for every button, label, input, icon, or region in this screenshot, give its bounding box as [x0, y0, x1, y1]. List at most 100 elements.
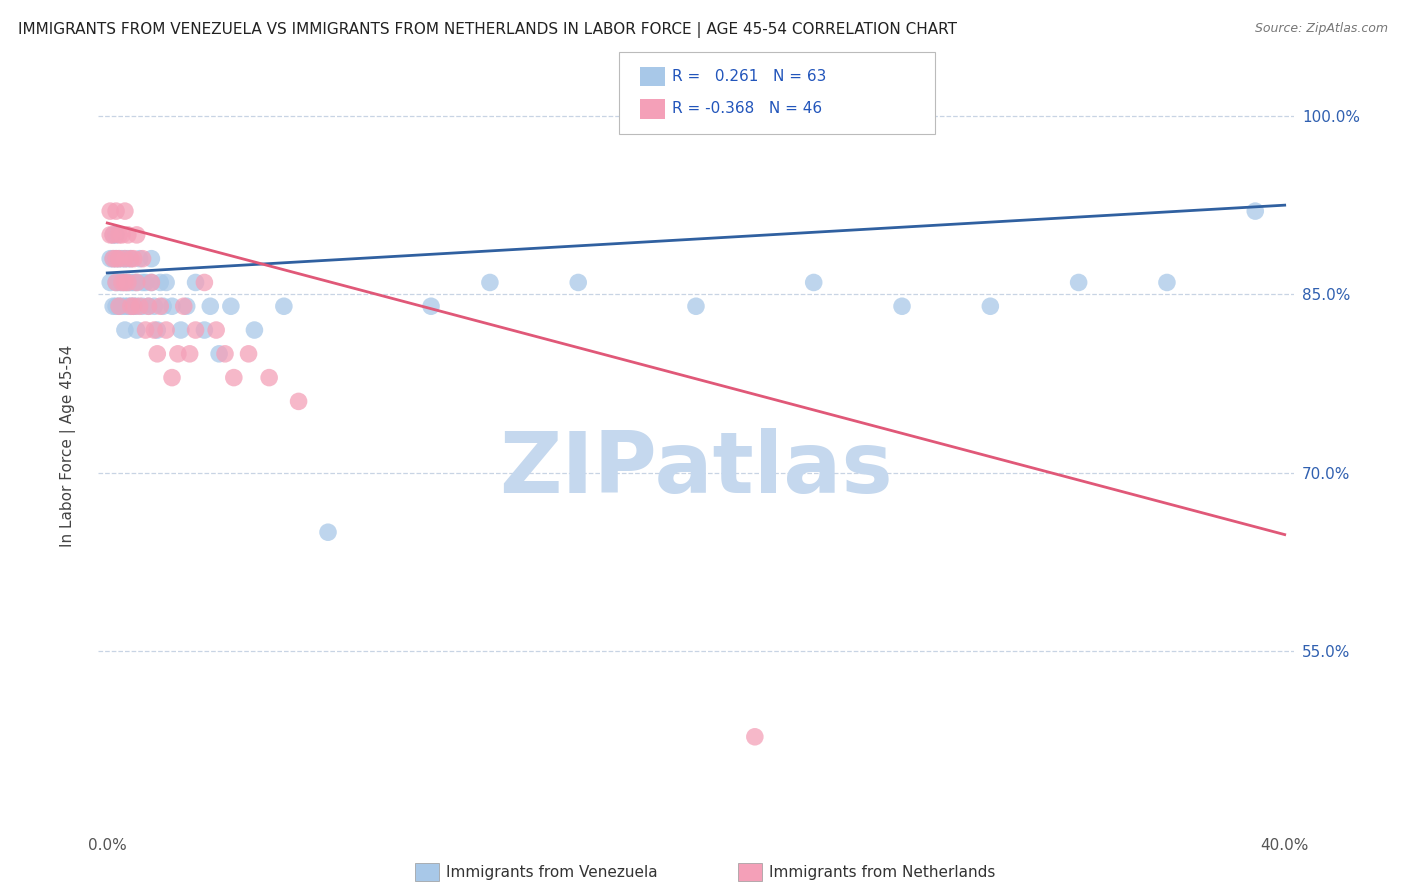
Point [167, 347, 190, 361]
Point [1244, 204, 1267, 219]
Point [111, 276, 134, 290]
Point [108, 299, 131, 313]
Point [1156, 276, 1178, 290]
Point [128, 252, 150, 266]
Text: IMMIGRANTS FROM VENEZUELA VS IMMIGRANTS FROM NETHERLANDS IN LABOR FORCE | AGE 45: IMMIGRANTS FROM VENEZUELA VS IMMIGRANTS … [18, 22, 957, 38]
Point [108, 276, 131, 290]
Point [105, 276, 128, 290]
Point [105, 252, 128, 266]
Point [179, 347, 201, 361]
Point [222, 370, 245, 384]
Point [134, 323, 156, 337]
Text: Immigrants from Venezuela: Immigrants from Venezuela [446, 865, 658, 880]
Point [131, 299, 153, 313]
Point [120, 276, 142, 290]
Point [173, 299, 195, 313]
Point [155, 276, 177, 290]
Point [170, 323, 193, 337]
Point [101, 227, 124, 242]
Point [98, 204, 121, 219]
Point [108, 252, 131, 266]
Point [111, 299, 134, 313]
Point [273, 299, 295, 313]
Point [208, 347, 231, 361]
Point [152, 299, 174, 313]
Point [141, 252, 163, 266]
Point [101, 299, 124, 313]
Point [567, 276, 589, 290]
Point [891, 299, 914, 313]
Text: Immigrants from Netherlands: Immigrants from Netherlands [769, 865, 995, 880]
Point [101, 227, 124, 242]
Point [134, 276, 156, 290]
Point [120, 299, 142, 313]
Point [143, 323, 166, 337]
Text: Source: ZipAtlas.com: Source: ZipAtlas.com [1254, 22, 1388, 36]
Point [160, 370, 183, 384]
Point [138, 299, 160, 313]
Point [114, 276, 136, 290]
Point [122, 299, 145, 313]
Point [149, 276, 172, 290]
Point [117, 299, 139, 313]
Text: R = -0.368   N = 46: R = -0.368 N = 46 [672, 102, 823, 116]
Point [238, 347, 260, 361]
Point [131, 252, 153, 266]
Point [744, 730, 766, 744]
Point [219, 299, 242, 313]
Point [117, 276, 139, 290]
Point [200, 299, 222, 313]
Point [160, 299, 183, 313]
Point [1067, 276, 1090, 290]
Point [803, 276, 825, 290]
Point [114, 299, 136, 313]
Point [114, 252, 136, 266]
Point [117, 276, 139, 290]
Point [128, 299, 150, 313]
Point [125, 276, 148, 290]
Point [105, 276, 128, 290]
Point [125, 299, 148, 313]
Point [214, 347, 236, 361]
Point [125, 276, 148, 290]
Y-axis label: In Labor Force | Age 45-54: In Labor Force | Age 45-54 [60, 345, 76, 547]
Point [120, 252, 142, 266]
Point [685, 299, 707, 313]
Point [111, 252, 134, 266]
Point [420, 299, 443, 313]
Point [131, 276, 153, 290]
Point [105, 227, 128, 242]
Point [120, 252, 142, 266]
Point [143, 299, 166, 313]
Point [114, 252, 136, 266]
Point [98, 227, 121, 242]
Point [122, 252, 145, 266]
Point [257, 370, 280, 384]
Point [108, 227, 131, 242]
Point [122, 276, 145, 290]
Point [193, 323, 215, 337]
Point [184, 276, 207, 290]
Point [98, 252, 121, 266]
Point [101, 252, 124, 266]
Point [141, 276, 163, 290]
Point [111, 227, 134, 242]
Point [114, 276, 136, 290]
Point [98, 276, 121, 290]
Point [176, 299, 198, 313]
Point [478, 276, 501, 290]
Point [105, 204, 128, 219]
Point [117, 227, 139, 242]
Text: R =   0.261   N = 63: R = 0.261 N = 63 [672, 70, 827, 84]
Point [146, 323, 169, 337]
Point [184, 323, 207, 337]
Text: ZIPatlas: ZIPatlas [499, 427, 893, 510]
Point [108, 299, 131, 313]
Point [122, 299, 145, 313]
Point [316, 525, 339, 540]
Point [114, 204, 136, 219]
Point [287, 394, 309, 409]
Point [155, 323, 177, 337]
Point [125, 227, 148, 242]
Point [141, 276, 163, 290]
